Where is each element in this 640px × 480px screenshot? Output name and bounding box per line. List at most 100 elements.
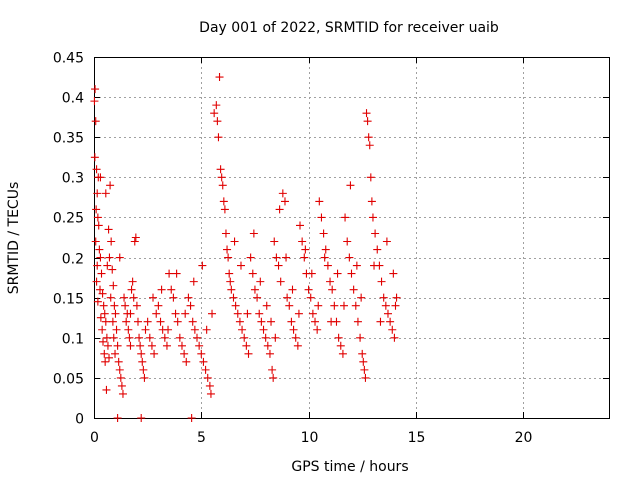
data-point bbox=[181, 309, 190, 318]
data-point bbox=[141, 325, 150, 334]
axis-ticks: 0 0.05 0.1 0.15 0.2 0.25 0.3 0.35 0.4 0.45 0 5 10 15 2… bbox=[53, 51, 609, 446]
data-point bbox=[345, 253, 354, 262]
data-point bbox=[346, 181, 355, 190]
data-point bbox=[231, 301, 240, 310]
data-point bbox=[272, 253, 281, 262]
data-point bbox=[100, 309, 109, 318]
data-point bbox=[145, 333, 154, 342]
data-point bbox=[352, 261, 361, 270]
data-point bbox=[105, 253, 114, 262]
grid bbox=[94, 57, 609, 418]
data-point bbox=[358, 349, 367, 358]
data-point bbox=[177, 341, 186, 350]
data-point bbox=[122, 317, 131, 326]
data-point bbox=[199, 357, 208, 366]
data-point bbox=[363, 117, 372, 126]
data-point bbox=[319, 229, 328, 238]
data-point bbox=[103, 261, 112, 270]
data-point bbox=[221, 229, 230, 238]
data-point bbox=[274, 261, 283, 270]
data-point bbox=[304, 285, 313, 294]
data-point bbox=[291, 333, 300, 342]
data-point bbox=[198, 261, 207, 270]
data-point bbox=[115, 253, 124, 262]
data-point bbox=[101, 317, 110, 326]
data-point bbox=[351, 301, 360, 310]
data-point bbox=[197, 349, 206, 358]
data-point bbox=[240, 333, 249, 342]
data-point bbox=[328, 285, 337, 294]
data-point bbox=[392, 293, 401, 302]
data-point bbox=[98, 325, 107, 334]
data-point bbox=[334, 333, 343, 342]
data-point bbox=[244, 349, 253, 358]
y-tick-label: 0.05 bbox=[53, 372, 84, 388]
data-point bbox=[135, 333, 144, 342]
data-point bbox=[320, 253, 329, 262]
data-point bbox=[205, 381, 214, 390]
data-point bbox=[327, 317, 336, 326]
data-point bbox=[129, 293, 138, 302]
data-point bbox=[101, 189, 110, 198]
data-point bbox=[100, 349, 109, 358]
data-point bbox=[248, 269, 257, 278]
y-tick-label: 0.2 bbox=[62, 252, 84, 268]
data-point bbox=[362, 109, 371, 118]
data-point bbox=[230, 237, 239, 246]
data-point bbox=[131, 233, 140, 242]
data-point bbox=[224, 253, 233, 262]
data-point bbox=[137, 349, 146, 358]
data-point bbox=[389, 269, 398, 278]
data-point bbox=[315, 197, 324, 206]
data-point bbox=[314, 301, 323, 310]
data-point bbox=[283, 293, 292, 302]
data-point bbox=[93, 213, 102, 222]
data-point bbox=[150, 349, 159, 358]
data-point bbox=[242, 341, 251, 350]
data-point bbox=[306, 293, 315, 302]
data-point bbox=[143, 317, 152, 326]
data-point bbox=[267, 317, 276, 326]
data-point bbox=[94, 221, 103, 230]
data-point bbox=[364, 133, 373, 142]
data-point bbox=[257, 317, 266, 326]
plot-frame bbox=[94, 57, 610, 419]
data-point bbox=[182, 357, 191, 366]
data-point bbox=[341, 213, 350, 222]
y-tick-label: 0.3 bbox=[62, 171, 84, 187]
data-point bbox=[92, 205, 101, 214]
x-tick-label: 15 bbox=[408, 430, 426, 446]
data-point bbox=[92, 165, 101, 174]
data-point bbox=[225, 269, 234, 278]
data-point bbox=[343, 237, 352, 246]
data-point bbox=[280, 197, 289, 206]
data-point bbox=[187, 414, 196, 422]
data-point bbox=[167, 285, 176, 294]
data-point bbox=[259, 325, 268, 334]
data-point bbox=[271, 333, 280, 342]
data-point bbox=[213, 117, 222, 126]
data-point bbox=[109, 333, 118, 342]
data-point bbox=[120, 293, 129, 302]
data-point bbox=[223, 245, 232, 254]
data-point bbox=[269, 373, 278, 382]
x-tick-label: 20 bbox=[515, 430, 533, 446]
data-point bbox=[190, 325, 199, 334]
data-point bbox=[214, 133, 223, 142]
data-point bbox=[339, 301, 348, 310]
data-point bbox=[262, 301, 271, 310]
data-point bbox=[106, 293, 115, 302]
data-point bbox=[289, 325, 298, 334]
data-point bbox=[287, 317, 296, 326]
data-point bbox=[93, 189, 102, 198]
data-point bbox=[215, 73, 224, 82]
data-point bbox=[195, 341, 204, 350]
data-point bbox=[96, 173, 105, 182]
data-point bbox=[111, 349, 120, 358]
data-point bbox=[90, 153, 99, 162]
y-axis-label: SRMTID / TECUs bbox=[6, 182, 22, 295]
data-point bbox=[102, 333, 111, 342]
data-point bbox=[243, 309, 252, 318]
data-point bbox=[193, 333, 201, 342]
data-point bbox=[383, 309, 392, 318]
